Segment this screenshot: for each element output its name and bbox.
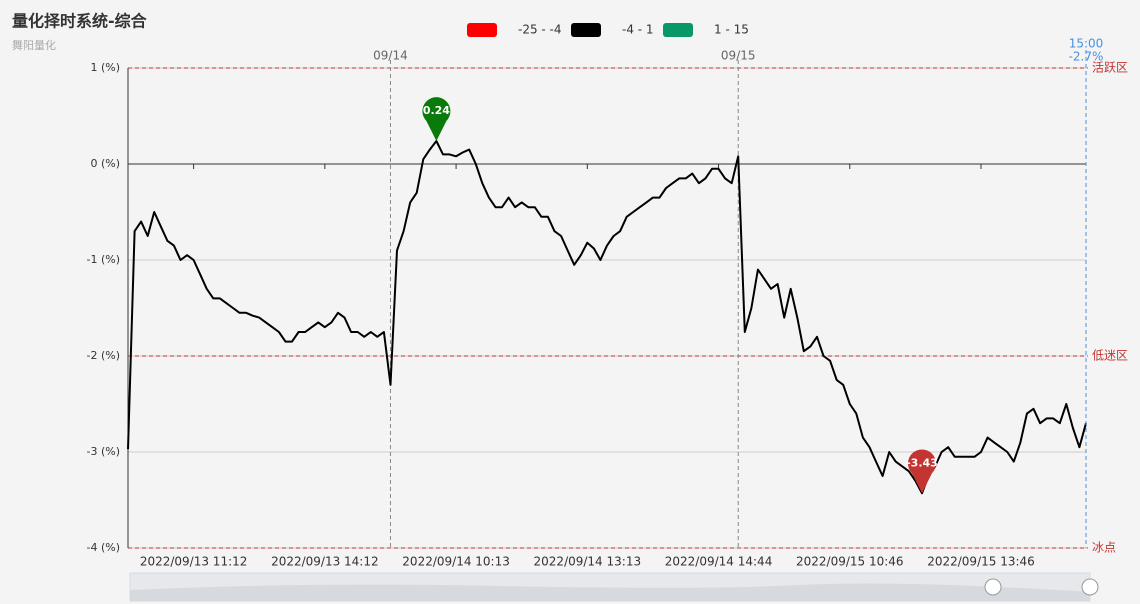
mark-point-label: -3.43: [906, 456, 938, 469]
y-tick-label: -2 (%): [87, 349, 121, 362]
x-tick-label: 2022/09/13 14:12: [271, 555, 379, 569]
x-tick-label: 2022/09/14 13:13: [534, 555, 642, 569]
y-tick-label: -1 (%): [87, 253, 121, 266]
mark-line-label: 活跃区: [1092, 61, 1128, 75]
x-tick-label: 2022/09/15 13:46: [927, 555, 1035, 569]
y-tick-label: 0 (%): [90, 157, 120, 170]
x-tick-label: 2022/09/13 11:12: [140, 555, 248, 569]
chart-title: 量化择时系统-综合: [12, 12, 148, 31]
legend-swatch: [571, 23, 601, 37]
zoom-handle[interactable]: [1081, 578, 1099, 596]
legend-label: -4 - 1: [622, 23, 654, 37]
legend-swatch: [663, 23, 693, 37]
zoom-handle[interactable]: [984, 578, 1002, 596]
mark-point: [907, 449, 936, 494]
mark-point-label: 0.24: [423, 104, 450, 117]
y-tick-label: -4 (%): [87, 541, 121, 554]
chart-subtitle: 舞阳量化: [12, 38, 56, 52]
legend-swatch: [467, 23, 497, 37]
x-tick-label: 2022/09/14 10:13: [402, 555, 510, 569]
end-value: -2.7%: [1069, 50, 1104, 64]
legend-label: -25 - -4: [518, 23, 562, 37]
zoom-preview: [130, 583, 1090, 601]
x-tick-label: 2022/09/14 14:44: [665, 555, 773, 569]
y-tick-label: -3 (%): [87, 445, 121, 458]
x-tick-label: 2022/09/15 10:46: [796, 555, 904, 569]
mark-point: [422, 97, 451, 141]
end-time: 15:00: [1069, 37, 1104, 51]
day-label: 09/14: [373, 49, 408, 63]
legend-label: 1 - 15: [714, 23, 749, 37]
mark-line-label: 冰点: [1092, 541, 1116, 555]
data-zoom[interactable]: [129, 572, 1099, 602]
y-tick-label: 1 (%): [90, 61, 120, 74]
mark-line-label: 低迷区: [1092, 349, 1128, 363]
day-label: 09/15: [721, 49, 756, 63]
